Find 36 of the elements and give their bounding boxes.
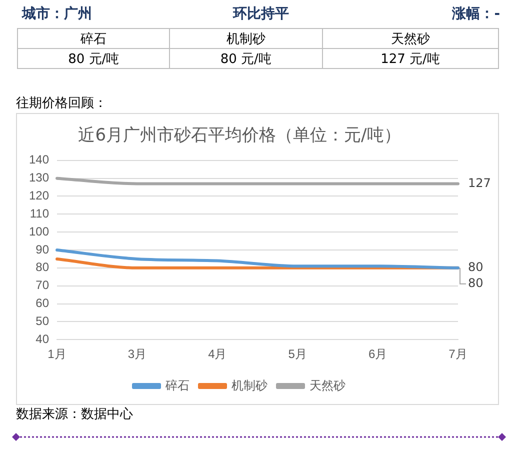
text: 天然砂 xyxy=(322,28,498,48)
data-label: 127 xyxy=(468,176,491,190)
data-label: 80 xyxy=(468,260,484,274)
y-tick-label: 40 xyxy=(36,332,50,346)
y-tick-label: 50 xyxy=(36,314,50,328)
y-tick-label: 60 xyxy=(36,296,50,310)
text: 环比持平 xyxy=(233,6,289,22)
legend-label: 天然砂 xyxy=(310,378,346,392)
text: 80 元/吨 xyxy=(18,48,170,68)
chart-title: 近6月广州市砂石平均价格（单位：元/吨） xyxy=(78,126,401,146)
y-tick-label: 110 xyxy=(30,206,50,220)
line-series xyxy=(56,248,460,270)
data-label: 80 xyxy=(468,276,484,290)
legend-label: 碎石 xyxy=(164,378,190,392)
y-tick-label: 140 xyxy=(28,152,50,167)
x-tick-label: 3月 xyxy=(128,347,147,362)
y-tick-label: 130 xyxy=(28,170,50,185)
y-tick-label: 80 xyxy=(36,260,50,274)
text: 城市：广州 xyxy=(22,5,92,23)
x-tick-label: 7月 xyxy=(448,347,468,362)
x-tick-label: 6月 xyxy=(368,347,388,362)
y-tick-label: 100 xyxy=(28,224,50,238)
text: 往期价格回顾： xyxy=(16,95,107,112)
text: 127 元/吨 xyxy=(322,48,498,68)
y-tick-label: 90 xyxy=(36,242,50,256)
text: 碎石 xyxy=(18,28,170,48)
y-tick-label: 70 xyxy=(36,278,50,292)
x-tick-label: 4月 xyxy=(208,347,227,362)
source-note: 数据来源：数据中心 xyxy=(16,406,133,423)
x-tick-label: 5月 xyxy=(288,347,307,362)
x-tick-label: 1月 xyxy=(48,347,66,362)
y-tick-label: 120 xyxy=(28,188,50,203)
text: 涨幅：- xyxy=(452,5,500,23)
text: 机制砂 xyxy=(170,28,322,48)
legend-label: 机制砂 xyxy=(232,378,268,392)
text: 80 元/吨 xyxy=(170,48,322,68)
